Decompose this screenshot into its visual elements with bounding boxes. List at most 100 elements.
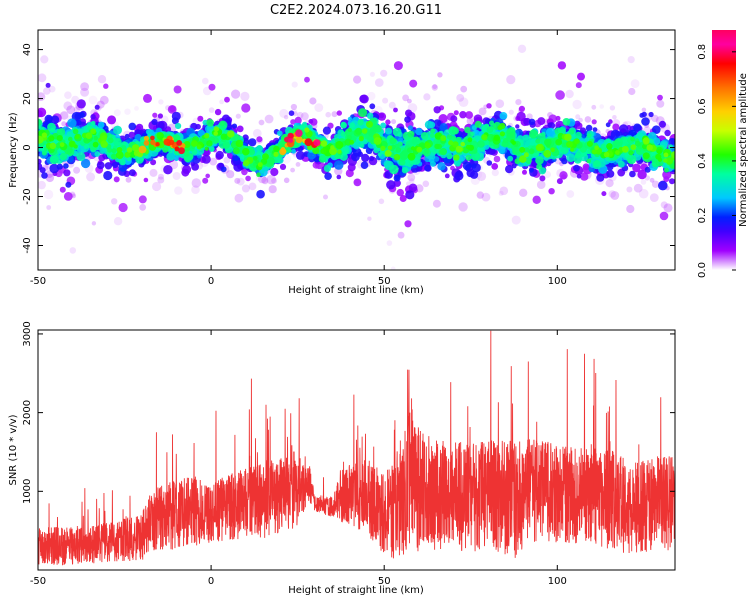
spectrogram-cell	[516, 111, 526, 122]
spectrogram-cell	[323, 194, 328, 200]
spectrogram-cell	[430, 160, 436, 167]
spectrogram-cell	[493, 155, 501, 163]
spectrogram-cell	[256, 189, 265, 199]
spectrogram-cell	[256, 145, 263, 152]
spectrogram-cell	[382, 97, 389, 104]
spectrogram-cell	[596, 173, 605, 182]
spectrogram-cell	[523, 117, 531, 126]
spectrogram-cell	[495, 99, 505, 108]
spectrogram-cell	[628, 87, 636, 96]
spectrogram-cell	[245, 175, 251, 182]
spectrogram-cell	[591, 119, 597, 125]
spectrogram-cell	[260, 169, 265, 174]
spectrogram-cell	[191, 185, 200, 194]
spectrogram-cell	[433, 106, 441, 114]
spectrogram-cell	[248, 182, 257, 191]
spectrogram-cell	[491, 169, 499, 177]
spectrogram-cell	[507, 155, 514, 162]
spectrogram-cell	[637, 169, 647, 180]
spectrogram-cell	[283, 115, 289, 120]
spectrogram-cell	[104, 162, 113, 170]
spectrogram-cell	[65, 181, 72, 188]
spectrogram-cell	[499, 112, 508, 120]
spectrogram-cell	[209, 157, 218, 166]
spectrogram-cell	[113, 109, 121, 117]
spectrogram-cell	[606, 169, 615, 178]
spectrogram-cell	[67, 118, 77, 128]
spectrogram-cell	[277, 130, 283, 137]
spectrogram-cell	[556, 178, 563, 185]
spectrogram-cell	[308, 119, 314, 124]
spectrogram-cell	[555, 115, 561, 121]
spectrogram-cell	[99, 95, 109, 105]
spectrogram-cell	[103, 170, 113, 181]
spectrogram-cell	[479, 147, 484, 152]
spectrogram-cell	[173, 85, 182, 94]
spectrogram-cell	[369, 71, 375, 77]
spectrogram-cell	[405, 190, 415, 200]
spectrogram-cell	[336, 110, 342, 116]
spectrogram-cell	[453, 110, 459, 116]
spectrogram-cell	[470, 170, 479, 179]
spectrogram-cell	[202, 149, 210, 156]
spectrogram-cell	[498, 190, 504, 196]
spectrogram-cell	[367, 216, 372, 221]
spectrogram-cell	[291, 148, 296, 154]
spectrogram-cell	[612, 123, 620, 131]
spectrogram-cell	[294, 116, 302, 124]
spectrogram-cell	[617, 160, 625, 168]
spectrogram-cell	[261, 177, 269, 184]
spectrogram-cell	[279, 163, 287, 170]
spectrogram-cell	[409, 178, 415, 184]
spectrogram-cell	[396, 188, 404, 197]
spectrogram-cell	[63, 192, 73, 201]
spectrogram-cell	[268, 185, 277, 194]
spectrogram-cell	[224, 96, 230, 103]
spectrogram-cell	[59, 186, 66, 193]
spectrogram-cell	[255, 175, 261, 181]
spectrogram-cell	[608, 190, 616, 198]
spectrogram-cell	[94, 104, 100, 110]
spectrogram-cell	[605, 179, 614, 188]
spectrogram-cell	[393, 174, 401, 182]
spectrogram-cell	[659, 120, 666, 128]
spectrogram-cell	[61, 121, 67, 127]
spectrogram-cell	[46, 205, 52, 210]
spectrogram-cell	[80, 82, 89, 91]
spectrogram-cell	[471, 163, 477, 169]
spectrogram-cell	[359, 94, 369, 104]
spectrogram-cell	[515, 124, 520, 129]
spectrogram-cell	[45, 82, 51, 88]
spectrogram-cell	[145, 128, 152, 135]
spectrogram-cell	[63, 163, 69, 169]
spectrogram-cell	[664, 129, 671, 137]
spectrogram-cell	[481, 192, 491, 202]
spectrogram-cell	[630, 79, 640, 88]
spectrogram-cell	[580, 172, 589, 181]
spectrogram-cell	[536, 180, 546, 189]
spectrogram-cell	[626, 204, 635, 214]
spectrogram-cell	[323, 164, 331, 172]
spectrogram-cell	[45, 173, 55, 183]
spectrogram-cell	[599, 104, 604, 109]
spectrogram-cell	[290, 119, 296, 125]
spectrogram-cell	[424, 120, 433, 129]
spectrogram-cell	[641, 107, 647, 113]
spectrogram-cell	[88, 95, 98, 105]
spectrogram-cell	[359, 143, 365, 149]
spectrogram-cell	[585, 124, 593, 132]
spectrogram-cell	[353, 178, 362, 187]
spectrogram-cell	[639, 112, 645, 118]
spectrogram-cell	[314, 103, 324, 112]
spectrogram-cell	[191, 178, 201, 188]
spectrogram-cell	[208, 83, 216, 91]
spectrogram-cell	[168, 148, 173, 154]
spectrogram-cell	[476, 191, 484, 199]
spectrogram-cell	[557, 61, 567, 70]
spectrogram-cell	[124, 133, 130, 139]
spectrogram-cell	[629, 170, 636, 178]
spectrogram-cell	[103, 83, 109, 89]
spectrogram-cell	[150, 159, 157, 166]
spectrogram-cell	[633, 183, 643, 193]
spectrogram-cell	[522, 169, 527, 175]
